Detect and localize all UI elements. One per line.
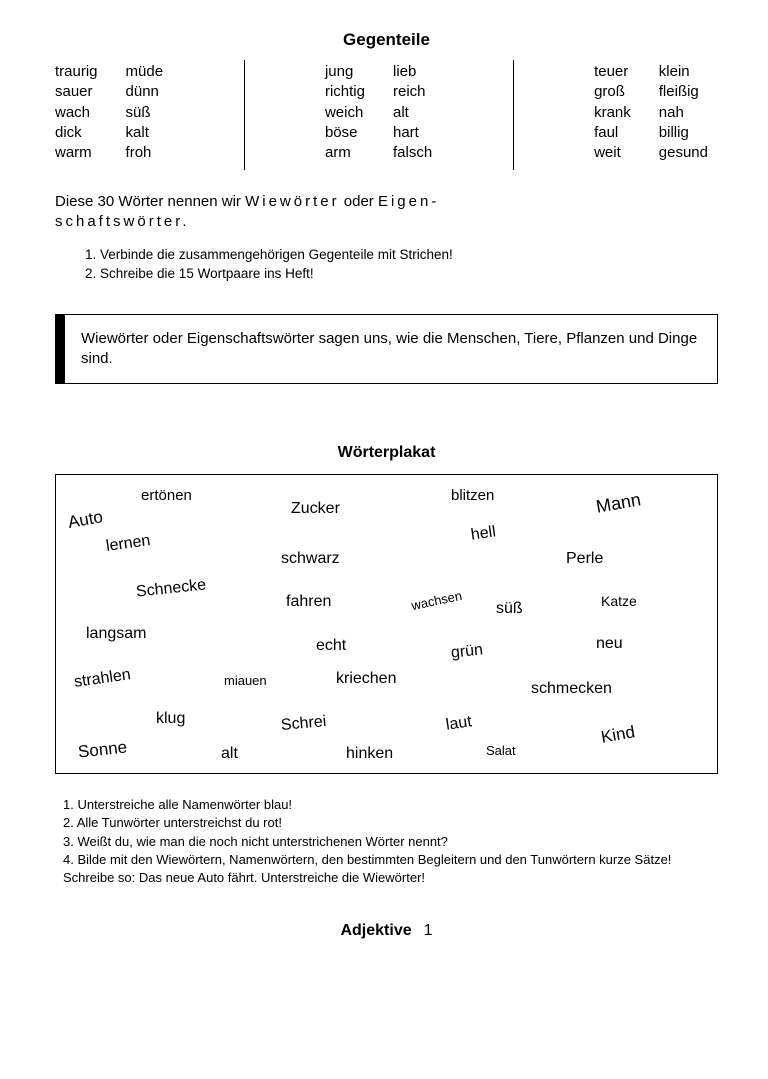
task-item: 4. Bilde mit den Wiewörtern, Namenwörter… (63, 851, 718, 887)
cloud-word: hell (470, 523, 497, 544)
opposite-word: nah (659, 103, 708, 123)
section-title-woerterplakat: Wörterplakat (55, 444, 718, 462)
opposites-group-2: jungrichtigweichbösearm liebreichalthart… (313, 62, 444, 170)
col-2b: liebreichalthartfalsch (393, 62, 432, 170)
cloud-word: laut (445, 713, 473, 734)
cloud-word: echt (316, 637, 346, 655)
cloud-word: Zucker (291, 500, 340, 518)
opposite-word: fleißig (659, 82, 708, 102)
opposite-word: sauer (55, 82, 98, 102)
cloud-word: süß (496, 600, 523, 618)
cloud-word: wachsen (410, 588, 463, 613)
footer-label: Adjektive (340, 922, 411, 939)
cloud-word: Salat (486, 743, 516, 758)
cloud-word: Sonne (77, 738, 128, 763)
col-1a: traurigsauerwachdickwarm (55, 62, 98, 170)
separator (244, 60, 245, 170)
footer-page-number: 1 (424, 922, 433, 939)
cloud-word: langsam (86, 625, 146, 643)
opposite-word: groß (594, 82, 631, 102)
opposites-table: traurigsauerwachdickwarm müdedünnsüßkalt… (55, 62, 718, 170)
cloud-word: Mann (595, 489, 643, 518)
cloud-word: schmecken (531, 680, 612, 698)
opposite-word: kalt (126, 123, 164, 143)
cloud-word: Katze (601, 593, 637, 609)
worksheet-page: Gegenteile traurigsauerwachdickwarm müde… (0, 0, 768, 960)
opposite-word: reich (393, 82, 432, 102)
cloud-word: Schnecke (135, 577, 207, 602)
opposite-word: arm (325, 143, 365, 163)
intro-spaced: Eigen- (378, 193, 439, 210)
intro-spaced: schaftswörter. (55, 213, 190, 230)
task-list-1: 1. Verbinde die zusammengehörigen Gegent… (85, 245, 718, 284)
opposites-group-1: traurigsauerwachdickwarm müdedünnsüßkalt… (55, 62, 175, 170)
task-item: 3. Weißt du, wie man die noch nicht unte… (63, 833, 718, 851)
word-cloud-box: ertönen Autolernen Zucker blitzen Mann hell Pe… (55, 474, 718, 774)
opposite-word: richtig (325, 82, 365, 102)
opposite-word: weich (325, 103, 365, 123)
cloud-word: alt (221, 745, 238, 763)
page-footer: Adjektive 1 (55, 922, 718, 940)
cloud-word: neu (596, 635, 623, 653)
intro-text: Diese 30 Wörter nennen wir Wiewörter ode… (55, 192, 718, 233)
intro-spaced: Wiewörter (245, 193, 340, 210)
col-2a: jungrichtigweichbösearm (325, 62, 365, 170)
task-item: 2. Alle Tunwörter unterstreichst du rot! (63, 814, 718, 832)
opposites-group-3: teuergroßkrankfaulweit kleinfleißignahbi… (582, 62, 708, 170)
task-item: 2. Schreibe die 15 Wortpaare ins Heft! (85, 264, 718, 284)
opposite-word: krank (594, 103, 631, 123)
cloud-word: miauen (224, 673, 267, 688)
opposite-word: jung (325, 62, 365, 82)
opposite-word: müde (126, 62, 164, 82)
opposite-word: weit (594, 143, 631, 163)
cloud-word: schwarz (281, 550, 340, 568)
opposite-word: süß (126, 103, 164, 123)
opposite-word: warm (55, 143, 98, 163)
intro-part: Diese 30 Wörter nennen wir (55, 193, 245, 210)
section-title-gegenteile: Gegenteile (55, 30, 718, 50)
opposite-word: teuer (594, 62, 631, 82)
cloud-word: klug (156, 710, 185, 728)
info-box: Wiewörter oder Eigenschaftswörter sagen … (55, 314, 718, 385)
opposite-word: faul (594, 123, 631, 143)
col-3b: kleinfleißignahbilliggesund (659, 62, 708, 170)
cloud-word: hinken (346, 745, 393, 763)
opposite-word: wach (55, 103, 98, 123)
col-1b: müdedünnsüßkaltfroh (126, 62, 164, 170)
opposite-word: klein (659, 62, 708, 82)
task-list-2: 1. Unterstreiche alle Namenwörter blau!2… (63, 796, 718, 887)
cloud-word: Auto (67, 507, 105, 533)
cloud-word: ertönen (141, 487, 192, 504)
opposite-word: böse (325, 123, 365, 143)
col-3a: teuergroßkrankfaulweit (594, 62, 631, 170)
opposite-word: lieb (393, 62, 432, 82)
task-item: 1. Unterstreiche alle Namenwörter blau! (63, 796, 718, 814)
cloud-word: kriechen (336, 670, 396, 688)
cloud-word: Schrei (280, 713, 327, 735)
opposite-word: alt (393, 103, 432, 123)
opposite-word: hart (393, 123, 432, 143)
opposite-word: dick (55, 123, 98, 143)
opposite-word: gesund (659, 143, 708, 163)
cloud-word: lernen (105, 532, 152, 556)
opposite-word: traurig (55, 62, 98, 82)
cloud-word: blitzen (451, 487, 494, 504)
opposite-word: billig (659, 123, 708, 143)
cloud-word: strahlen (73, 666, 132, 692)
intro-part: oder (340, 193, 378, 210)
opposite-word: falsch (393, 143, 432, 163)
cloud-word: grün (450, 642, 484, 663)
cloud-word: Kind (600, 722, 637, 748)
opposite-word: dünn (126, 82, 164, 102)
cloud-word: fahren (286, 593, 331, 611)
separator (513, 60, 514, 170)
cloud-word: Perle (566, 550, 603, 568)
opposite-word: froh (126, 143, 164, 163)
task-item: 1. Verbinde die zusammengehörigen Gegent… (85, 245, 718, 265)
